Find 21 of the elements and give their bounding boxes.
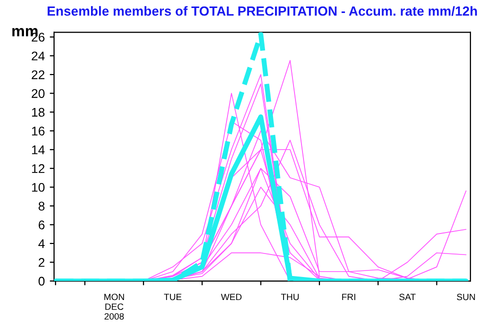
- x-tick-label: WED: [220, 294, 242, 300]
- y-tick-label: 6: [38, 220, 44, 230]
- y-tick-label: 2: [38, 258, 44, 267]
- y-tick-label: 4: [38, 239, 45, 248]
- chart-title: Ensemble members of TOTAL PRECIPITATION - Accum. rate mm/12h: [48, 6, 477, 16]
- y-tick-label: 12: [32, 164, 44, 173]
- y-tick-label: 18: [32, 108, 44, 117]
- y-tick-label: 24: [32, 52, 45, 60]
- y-tick-label: 10: [32, 182, 45, 192]
- x-tick-label: SAT: [399, 294, 416, 300]
- x-tick-label: FRI: [342, 294, 356, 300]
- x-tick-label: SUN: [456, 294, 475, 300]
- y-tick-label: 14: [32, 146, 45, 154]
- y-tick-label: 22: [32, 70, 44, 80]
- y-tick-label: 20: [32, 89, 45, 98]
- x-tick-label: THU: [281, 294, 299, 300]
- y-tick-label: 16: [32, 126, 44, 136]
- y-tick-label: 8: [38, 202, 44, 211]
- y-tick-label: 0: [38, 276, 45, 286]
- x-tick-label: TUE: [164, 294, 182, 300]
- x-tick-label: MON DEC 2008: [104, 294, 124, 320]
